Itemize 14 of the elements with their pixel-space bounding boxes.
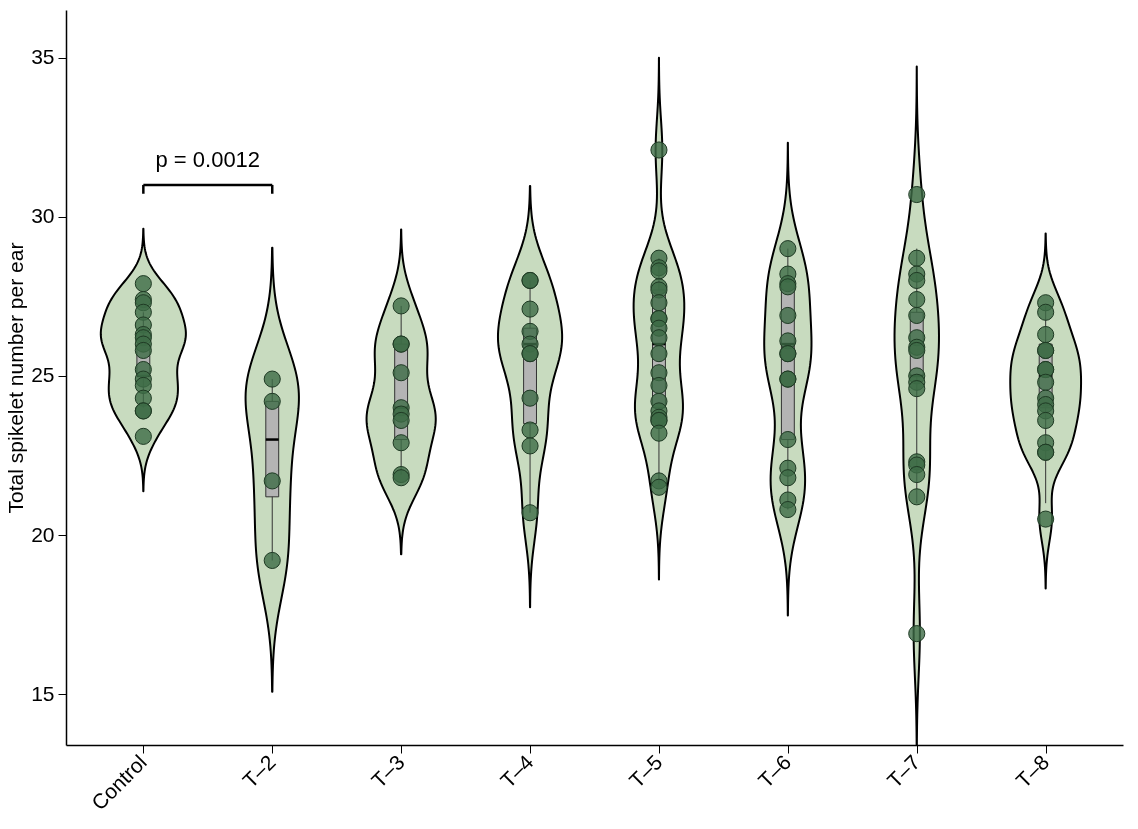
x-tick-label: T–2 bbox=[237, 750, 280, 793]
x-tick-label: T–4 bbox=[495, 750, 538, 793]
annotation: p = 0.0012 bbox=[155, 146, 261, 172]
y-axis-title: Total spikelet number per ear bbox=[4, 242, 28, 514]
x-tick-label: T–6 bbox=[753, 750, 796, 793]
x-tick-label: T–7 bbox=[882, 750, 925, 793]
x-tick-label: T–8 bbox=[1011, 750, 1054, 793]
y-tick-label: 30 bbox=[31, 204, 55, 228]
x-tick-label: T–5 bbox=[624, 750, 667, 793]
x-tick-label: T–3 bbox=[366, 750, 409, 793]
y-tick-label: 25 bbox=[31, 363, 55, 387]
y-tick-label: 20 bbox=[31, 522, 55, 546]
y-tick-label: 35 bbox=[31, 45, 55, 69]
y-tick-label: 15 bbox=[31, 681, 55, 705]
